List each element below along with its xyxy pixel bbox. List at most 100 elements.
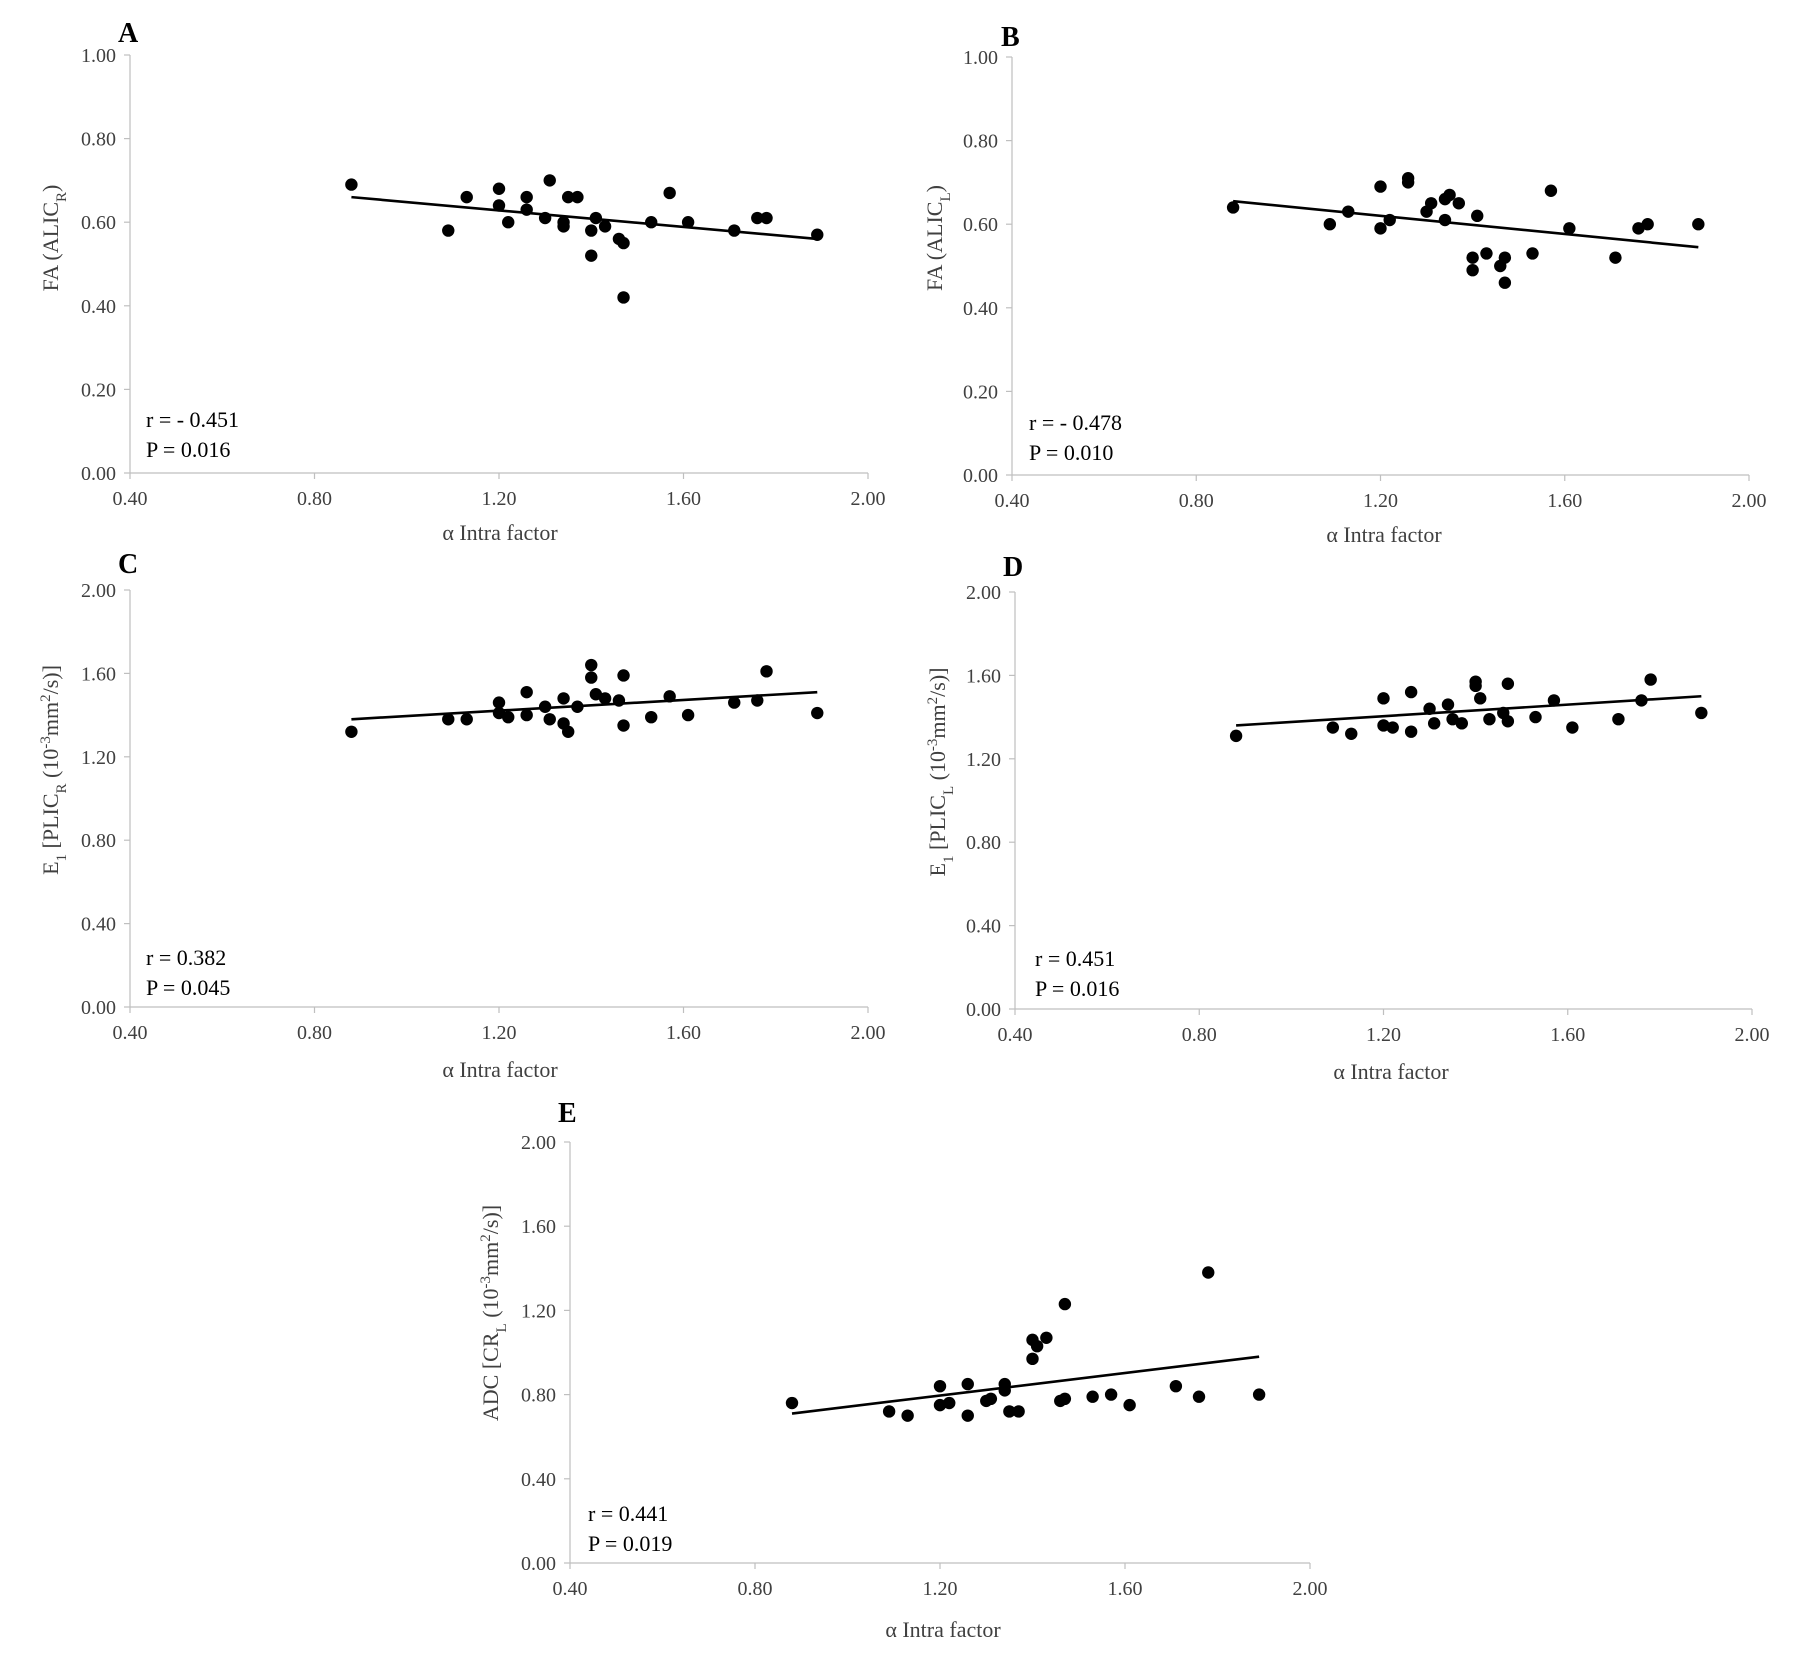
data-point	[1226, 201, 1240, 214]
x-tick-label: 2.00	[851, 488, 886, 510]
y-tick-label: 1.20	[521, 1300, 556, 1322]
data-point	[538, 700, 552, 713]
data-point	[1342, 205, 1355, 218]
data-point	[1323, 218, 1337, 231]
data-point	[760, 211, 773, 225]
stat-p: P = 0.016	[1035, 976, 1119, 1001]
stat-p: P = 0.016	[146, 437, 230, 462]
data-point	[1474, 692, 1487, 705]
panel-letter: E	[558, 1098, 577, 1129]
data-point	[442, 224, 455, 237]
x-tick-label: 1.20	[482, 488, 517, 510]
data-point	[785, 1396, 799, 1410]
scatter-panel-c: C E1 [PLICR (10-3mm2/s)] α Intra factor …	[38, 549, 886, 1082]
y-tick-label: 0.40	[963, 298, 998, 320]
x-tick-label: 1.60	[1108, 1578, 1143, 1600]
x-tick-label: 0.40	[998, 1024, 1033, 1046]
scatter-panel-b: B FA (ALICL) α Intra factor r = - 0.478 …	[922, 22, 1767, 547]
data-point	[585, 658, 598, 672]
data-point	[943, 1396, 956, 1410]
y-tick-label: 0.00	[963, 465, 998, 487]
data-point	[933, 1379, 947, 1393]
data-point	[1446, 712, 1459, 726]
data-point	[1252, 1388, 1266, 1401]
data-point	[1058, 1297, 1072, 1311]
y-tick-label: 1.60	[81, 663, 116, 685]
data-point	[1404, 685, 1418, 699]
data-point	[460, 190, 473, 204]
data-point	[645, 710, 658, 724]
data-point	[1441, 698, 1455, 711]
y-tick-label: 0.80	[966, 832, 1001, 854]
data-point	[1529, 710, 1542, 724]
data-point	[585, 249, 598, 262]
y-tick-label: 0.20	[81, 379, 116, 401]
x-axis-label: α Intra factor	[442, 1057, 558, 1082]
data-point	[1635, 694, 1648, 707]
panel-letter: B	[1001, 22, 1020, 53]
data-point	[557, 692, 570, 705]
x-tick-label: 0.80	[297, 488, 332, 510]
y-tick-label: 2.00	[966, 582, 1001, 604]
data-point	[811, 706, 824, 720]
data-point	[1644, 673, 1657, 686]
data-point	[598, 692, 612, 705]
data-point	[1169, 1379, 1183, 1393]
x-tick-label: 1.60	[1547, 490, 1582, 512]
data-point	[1692, 218, 1705, 231]
data-point	[1443, 188, 1456, 202]
data-point	[1563, 222, 1576, 235]
x-tick-label: 2.00	[1735, 1024, 1770, 1046]
y-axis-label: FA (ALICL)	[922, 185, 954, 291]
y-axis-label: FA (ALICR)	[38, 185, 70, 292]
y-tick-label: 2.00	[521, 1132, 556, 1154]
data-point	[589, 211, 603, 225]
y-tick-label: 0.00	[81, 463, 116, 485]
data-point	[663, 186, 676, 200]
y-tick-label: 0.80	[81, 830, 116, 852]
data-point	[1455, 717, 1469, 730]
data-point	[1026, 1352, 1039, 1366]
data-point	[571, 700, 584, 713]
data-point	[1609, 251, 1622, 264]
data-point	[760, 665, 773, 678]
y-tick-label: 0.00	[521, 1553, 556, 1575]
stat-r: r = 0.382	[146, 945, 226, 970]
data-point	[1377, 692, 1390, 705]
data-point	[1003, 1405, 1016, 1418]
data-point	[663, 690, 676, 703]
data-point	[1423, 702, 1436, 715]
data-point	[1612, 712, 1625, 726]
data-point	[561, 190, 575, 204]
y-tick-label: 1.60	[521, 1216, 556, 1238]
y-tick-label: 1.00	[963, 47, 998, 69]
data-point	[1452, 197, 1466, 210]
data-point	[645, 216, 658, 229]
data-point	[1383, 213, 1396, 227]
data-point	[1123, 1398, 1136, 1412]
x-tick-label: 1.20	[1363, 490, 1398, 512]
data-point	[1544, 184, 1558, 197]
data-point	[1345, 727, 1358, 740]
data-point	[460, 713, 473, 726]
data-point	[1695, 706, 1708, 720]
stat-r: r = 0.441	[588, 1501, 668, 1526]
data-point	[1480, 247, 1493, 260]
x-tick-label: 0.40	[113, 1022, 148, 1044]
data-point	[1030, 1339, 1044, 1353]
y-tick-label: 0.80	[81, 129, 116, 151]
data-point	[728, 696, 741, 709]
trend-line	[351, 690, 818, 721]
data-point	[984, 1392, 998, 1406]
data-point	[1012, 1405, 1025, 1418]
data-point	[961, 1377, 974, 1391]
data-point	[1058, 1392, 1072, 1406]
x-tick-label: 1.20	[1366, 1024, 1401, 1046]
data-point	[998, 1384, 1011, 1397]
data-point	[811, 228, 824, 241]
x-tick-label: 2.00	[1293, 1578, 1328, 1600]
trend-line	[1236, 694, 1702, 727]
y-axis-label: ADC [CRL (10-3mm2/s)]	[478, 1205, 510, 1421]
trend-line	[351, 195, 818, 241]
data-point	[520, 708, 533, 722]
